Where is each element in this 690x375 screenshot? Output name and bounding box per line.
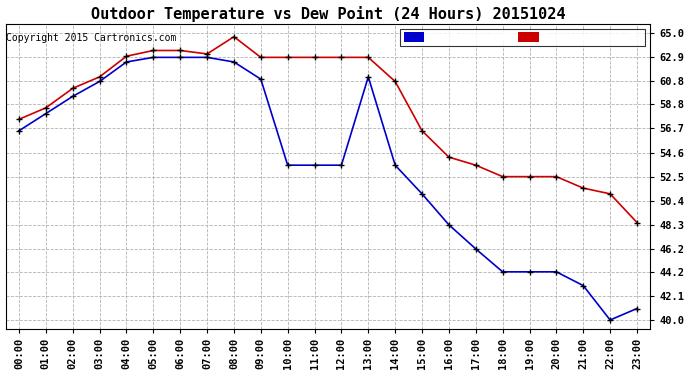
Legend: Dew Point (°F), Temperature (°F): Dew Point (°F), Temperature (°F) [400,29,645,46]
Title: Outdoor Temperature vs Dew Point (24 Hours) 20151024: Outdoor Temperature vs Dew Point (24 Hou… [91,6,565,21]
Text: Copyright 2015 Cartronics.com: Copyright 2015 Cartronics.com [6,33,177,43]
